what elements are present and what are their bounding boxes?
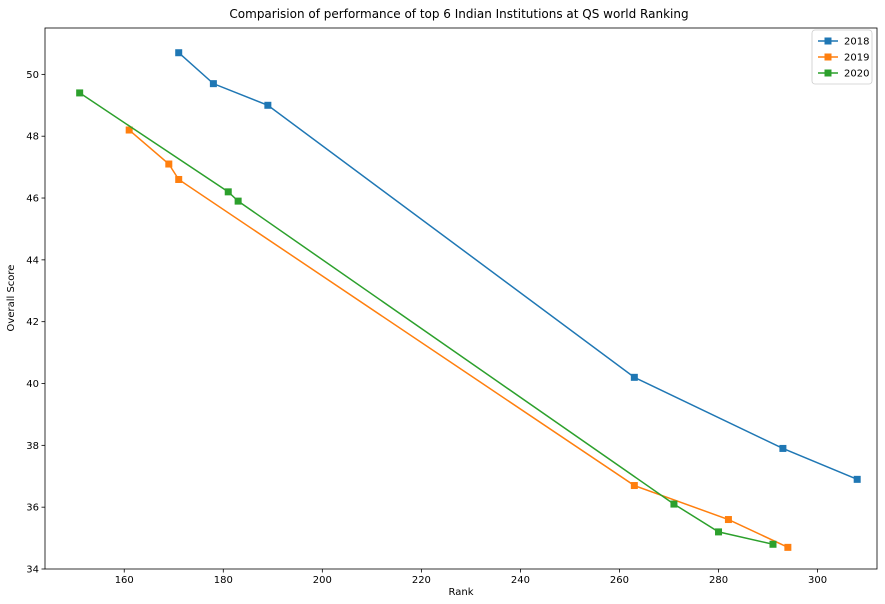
series-line-2020: [79, 92, 774, 546]
legend-entry-2020: 2020: [818, 69, 869, 80]
series-line-2019: [128, 129, 789, 549]
x-tick-label: 280: [709, 575, 728, 586]
y-tick-label: 42: [26, 317, 39, 328]
plot-area: [45, 28, 877, 569]
data-point: [853, 475, 861, 483]
legend-label: 2020: [844, 69, 869, 80]
axes-layer: [44, 27, 878, 570]
x-axis-label: Rank: [449, 587, 474, 598]
data-point: [234, 197, 242, 205]
data-point: [224, 188, 232, 196]
data-point: [76, 89, 84, 97]
x-tick-label: 220: [412, 575, 431, 586]
legend-label: 2019: [844, 53, 869, 64]
legend-marker: [824, 69, 832, 77]
data-point: [630, 373, 638, 381]
data-point: [125, 126, 133, 134]
y-tick-label: 48: [26, 132, 39, 143]
ticks-layer: 160 180 200 220 240 260 280 300 34 36 38 40 42 44 46 48…: [26, 70, 827, 586]
data-point: [165, 160, 173, 168]
data-point: [175, 175, 183, 183]
axes-frame: [44, 27, 878, 570]
x-tick-label: 260: [610, 575, 629, 586]
data-point: [715, 528, 723, 536]
x-tick-label: 160: [115, 575, 134, 586]
data-point: [264, 101, 272, 109]
legend-marker: [824, 53, 832, 61]
y-tick-label: 34: [26, 565, 39, 576]
data-point: [630, 482, 638, 490]
x-tick-label: 200: [313, 575, 332, 586]
data-point: [779, 444, 787, 452]
legend-label: 2018: [844, 37, 869, 48]
data-point: [724, 516, 732, 524]
y-tick-label: 50: [26, 70, 39, 81]
y-tick-label: 36: [26, 503, 39, 514]
legend-entry-2018: 2018: [818, 37, 869, 48]
data-point: [670, 500, 678, 508]
y-tick-label: 40: [26, 379, 39, 390]
legend: 2018 2019 2020: [811, 29, 873, 85]
series-2019: [125, 126, 792, 551]
series-layer: [76, 49, 861, 551]
chart-title: Comparision of performance of top 6 Indi…: [229, 7, 688, 21]
legend-entry-2019: 2019: [818, 53, 869, 64]
data-point: [784, 543, 792, 551]
y-tick-label: 46: [26, 194, 39, 205]
legend-marker: [824, 37, 832, 45]
data-point: [175, 49, 183, 57]
y-tick-label: 44: [26, 255, 39, 266]
series-2020: [76, 89, 777, 548]
x-tick-label: 240: [511, 575, 530, 586]
x-tick-label: 300: [808, 575, 827, 586]
data-point: [769, 540, 777, 548]
y-axis-label: Overall Score: [6, 265, 17, 332]
data-point: [209, 80, 217, 88]
y-tick-label: 38: [26, 441, 39, 452]
x-tick-label: 180: [214, 575, 233, 586]
series-2018: [175, 49, 861, 483]
series-line-2018: [178, 52, 858, 481]
